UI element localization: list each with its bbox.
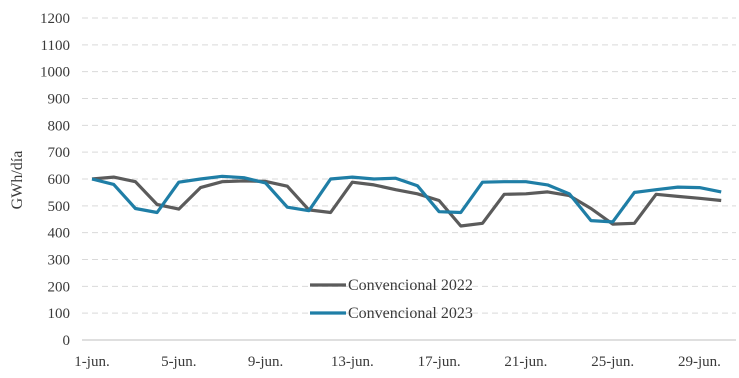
x-tick-label: 5-jun.	[161, 354, 196, 370]
legend-label-1: Convencional 2022	[348, 277, 473, 294]
y-axis-ticks: 0 100 200 300 400 500 600 700 800 900 1000 1100 1200	[40, 11, 70, 349]
y-tick-label: 500	[48, 199, 71, 215]
x-tick-label: 29-jun.	[678, 354, 721, 370]
x-tick-label: 9-jun.	[248, 354, 283, 370]
y-tick-label: 200	[48, 279, 71, 295]
x-tick-label: 1-jun.	[74, 354, 109, 370]
series-lines	[91, 174, 722, 228]
y-tick-label: 900	[48, 92, 71, 108]
legend-label-2: Convencional 2023	[348, 305, 473, 322]
y-tick-label: 1000	[40, 65, 70, 81]
y-tick-label: 0	[63, 333, 71, 349]
series-line-1	[91, 175, 722, 228]
x-tick-label: 13-jun.	[331, 354, 374, 370]
x-tick-label: 21-jun.	[504, 354, 547, 370]
x-tick-label: 17-jun.	[418, 354, 461, 370]
gridlines	[82, 17, 736, 314]
legend: Convencional 2022 Convencional 2023	[310, 277, 473, 322]
x-tick-label: 25-jun.	[591, 354, 634, 370]
series-line-2	[91, 174, 722, 224]
y-axis-label: GWh/día	[9, 151, 26, 210]
y-tick-label: 300	[48, 253, 71, 269]
y-tick-label: 100	[48, 306, 71, 322]
x-axis-ticks: 1-jun. 5-jun. 9-jun. 13-jun. 17-jun. 21-jun. 2…	[74, 354, 721, 370]
y-tick-label: 400	[48, 226, 71, 242]
y-tick-label: 800	[48, 118, 71, 134]
y-tick-label: 1100	[41, 38, 70, 54]
y-tick-label: 1200	[40, 11, 70, 27]
y-tick-label: 700	[48, 145, 71, 161]
y-tick-label: 600	[48, 172, 71, 188]
